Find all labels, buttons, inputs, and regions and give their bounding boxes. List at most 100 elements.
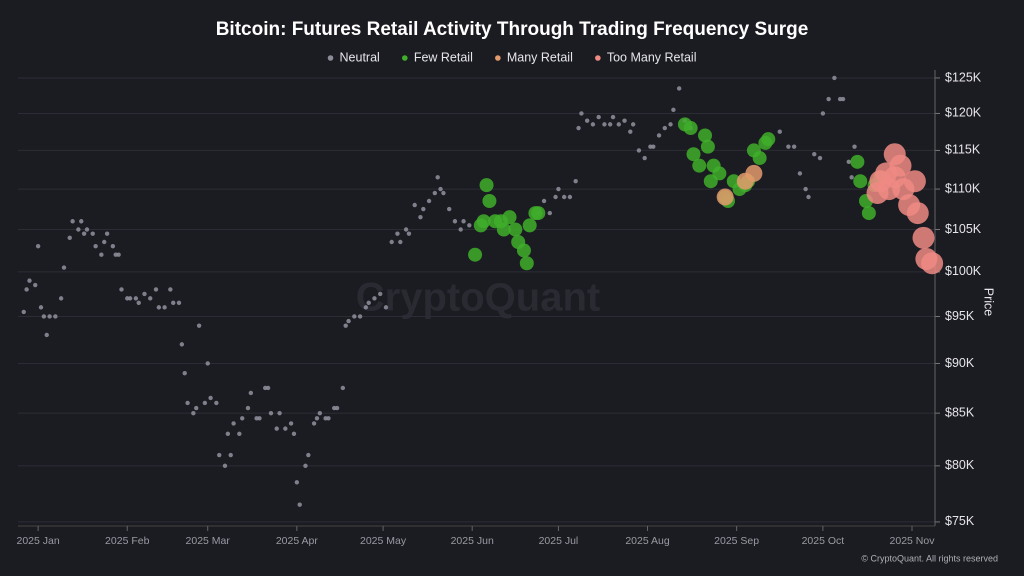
data-point: [607, 122, 613, 127]
data-point: [205, 361, 210, 366]
data-point: [33, 282, 38, 288]
x-tick-label: 2025 Apr: [276, 535, 319, 547]
data-point: [265, 385, 271, 391]
data-point: [849, 175, 854, 180]
data-point: [136, 300, 141, 306]
data-point: [185, 400, 190, 406]
data-point: [418, 214, 423, 220]
data-point: [616, 122, 621, 127]
data-point: [171, 300, 176, 306]
data-point: [38, 305, 44, 310]
data-point: [41, 314, 47, 319]
legend-label: Too Many Retail: [607, 50, 697, 64]
data-point: [519, 256, 534, 271]
x-tick-label: 2025 Aug: [625, 535, 670, 547]
data-point: [590, 122, 596, 127]
data-point: [573, 178, 578, 184]
y-tick-label: $80K: [945, 458, 975, 472]
data-point: [372, 296, 377, 301]
data-point: [596, 114, 601, 120]
data-point: [482, 193, 497, 208]
data-point: [366, 300, 371, 306]
data-point: [761, 132, 776, 147]
y-tick-label: $125K: [945, 70, 982, 84]
data-point: [214, 400, 219, 406]
data-point: [179, 342, 185, 347]
data-point: [806, 194, 811, 200]
data-point: [576, 125, 581, 131]
data-point: [378, 291, 383, 297]
data-point: [610, 114, 616, 120]
data-point: [567, 194, 573, 200]
data-point: [426, 198, 432, 204]
data-point: [516, 243, 531, 258]
data-point: [311, 421, 317, 426]
y-tick-label: $90K: [945, 356, 975, 370]
data-point: [797, 171, 803, 176]
x-tick-label: 2025 Jun: [451, 535, 494, 547]
data-point: [846, 159, 851, 165]
data-point: [786, 144, 791, 149]
chart-title: Bitcoin: Futures Retail Activity Through…: [216, 19, 809, 40]
data-point: [257, 416, 262, 421]
data-point: [168, 287, 173, 292]
data-point: [403, 227, 409, 232]
data-point: [176, 300, 182, 306]
data-point: [116, 252, 121, 257]
data-point: [602, 122, 607, 127]
data-point: [853, 174, 868, 189]
data-point: [217, 452, 222, 458]
data-point: [852, 144, 857, 149]
data-point: [274, 426, 279, 431]
data-point: [53, 314, 58, 319]
legend-label: Neutral: [340, 50, 380, 64]
data-point: [191, 410, 196, 416]
data-point: [58, 296, 64, 301]
data-point: [102, 239, 107, 245]
data-point: [676, 86, 682, 91]
data-point: [119, 287, 124, 292]
data-point: [817, 155, 823, 161]
data-point: [127, 296, 133, 301]
data-point: [476, 214, 491, 229]
data-point: [692, 158, 707, 173]
data-point: [556, 186, 561, 192]
data-point: [547, 210, 553, 216]
data-point: [240, 416, 245, 421]
data-point: [700, 139, 715, 154]
data-point: [67, 235, 72, 241]
data-point: [683, 121, 698, 136]
data-point: [812, 152, 817, 157]
data-point: [458, 227, 463, 232]
data-point: [522, 218, 537, 233]
y-tick-label: $85K: [945, 405, 975, 419]
data-point: [903, 170, 926, 193]
data-point: [156, 305, 162, 310]
data-point: [153, 287, 159, 292]
data-point: [832, 75, 837, 81]
data-point: [435, 175, 440, 180]
data-point: [21, 309, 26, 315]
data-point: [791, 144, 797, 149]
data-point: [461, 219, 466, 224]
data-point: [803, 186, 808, 192]
data-point: [406, 231, 412, 236]
data-point: [686, 147, 701, 162]
data-point: [777, 129, 782, 134]
data-point: [745, 164, 763, 182]
data-point: [35, 244, 41, 249]
data-point: [142, 291, 147, 297]
data-point: [44, 332, 49, 338]
data-point: [579, 111, 584, 116]
x-tick-label: 2025 Jan: [17, 535, 60, 547]
data-point: [820, 111, 826, 116]
data-point: [630, 122, 636, 127]
data-point: [352, 314, 357, 319]
data-point: [553, 194, 558, 200]
data-point: [231, 421, 236, 426]
data-point: [294, 480, 300, 485]
data-point: [363, 305, 369, 310]
data-point: [668, 122, 673, 127]
legend-marker: [327, 55, 334, 61]
